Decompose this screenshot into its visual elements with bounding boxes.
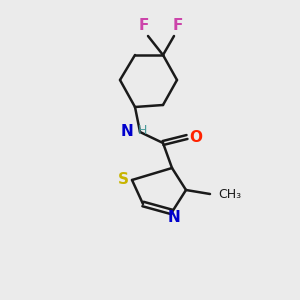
Text: F: F <box>173 19 183 34</box>
Text: N: N <box>120 124 133 139</box>
Text: O: O <box>190 130 202 145</box>
Text: H: H <box>138 124 147 137</box>
Text: F: F <box>139 19 149 34</box>
Text: CH₃: CH₃ <box>218 188 241 200</box>
Text: S: S <box>118 172 128 187</box>
Text: N: N <box>168 209 180 224</box>
